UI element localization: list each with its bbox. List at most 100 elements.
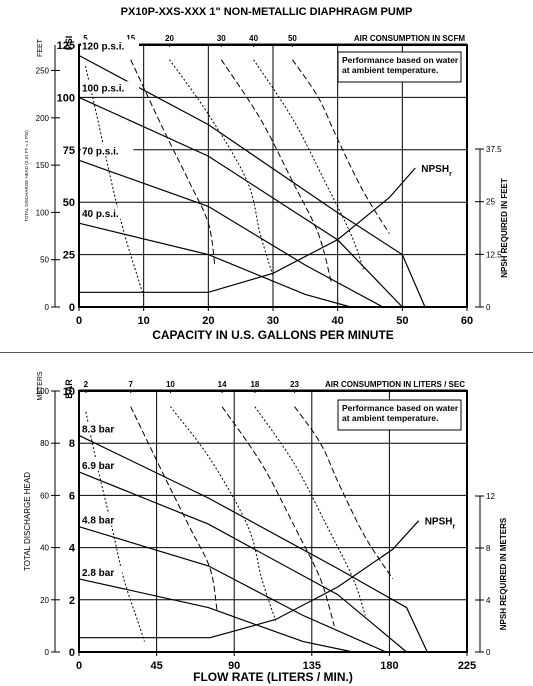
air-consumption-label: AIR CONSUMPTION IN LITERS / SEC — [325, 380, 465, 389]
x-tick-label: 20 — [202, 315, 214, 327]
air-consumption-curve — [85, 411, 145, 642]
npsh-curve — [79, 520, 420, 639]
x-axis-label: FLOW RATE (LITERS / MIN.) — [193, 670, 353, 684]
air-consumption-label: AIR CONSUMPTION IN SCFM — [354, 34, 465, 43]
pressure-label-bg — [81, 565, 123, 578]
plot-frame — [78, 390, 468, 653]
chart-divider — [0, 352, 533, 353]
air-consumption-curve — [294, 406, 394, 580]
pressure-curve-label: 2.8 bar — [82, 568, 114, 579]
outer-axis-unit: METERS — [37, 371, 44, 401]
x-tick-label: 90 — [228, 660, 240, 672]
left-axis-label: TOTAL DISCHARGE HEAD — [23, 472, 32, 571]
x-tick-label: 50 — [396, 315, 408, 327]
pressure-curve-label: 4.8 bar — [82, 516, 114, 527]
pressure-label-bg — [81, 39, 139, 52]
inner-tick-label: 0 — [69, 302, 75, 314]
air-tick-label: 10 — [166, 380, 175, 389]
note-box — [337, 399, 462, 431]
note-box — [337, 51, 462, 83]
inner-tick-label: 100 — [57, 92, 75, 104]
pressure-curve — [78, 222, 351, 308]
page-title: PX10P-XXS-XXX 1" NON-METALLIC DIAPHRAGM … — [120, 6, 413, 18]
outer-tick-label: 0 — [45, 303, 50, 312]
inner-axis-unit: BAR — [64, 379, 74, 399]
air-consumption-curve — [170, 406, 277, 621]
outer-tick-label: 250 — [36, 67, 50, 76]
x-tick-label: 40 — [332, 315, 344, 327]
outer-tick-label: 100 — [36, 387, 50, 396]
x-tick-label: 30 — [267, 315, 279, 327]
inner-tick-label: 6 — [69, 490, 75, 502]
inner-tick-label: 25 — [63, 250, 75, 262]
note-text: Performance based on water — [342, 403, 459, 413]
x-tick-label: 225 — [458, 660, 476, 672]
outer-tick-label: 40 — [40, 544, 49, 553]
air-consumption-curve — [254, 406, 366, 616]
x-tick-label: 60 — [461, 315, 473, 327]
right-tick-label: 0 — [486, 648, 491, 657]
right-tick-label: 8 — [486, 544, 491, 553]
note-text: at ambient temperature. — [342, 65, 438, 75]
air-tick-label: 30 — [217, 34, 226, 43]
pressure-label-bg — [81, 207, 134, 220]
inner-tick-label: 2 — [69, 595, 75, 607]
right-tick-label: 25 — [486, 198, 495, 207]
pressure-label-bg — [81, 458, 123, 471]
pressure-curve — [78, 471, 407, 653]
left-axis-label: TOTAL DISCHARGE HEAD (2.31 FT = 1 PSI) — [24, 130, 29, 222]
air-consumption-curve — [253, 59, 364, 270]
pressure-curve — [78, 159, 384, 308]
air-consumption-curve — [169, 59, 274, 276]
right-tick-label: 12 — [486, 492, 495, 501]
inner-tick-label: 50 — [63, 197, 75, 209]
air-consumption-curve — [130, 59, 216, 266]
inner-tick-label: 75 — [63, 145, 75, 157]
right-tick-label: 0 — [486, 303, 491, 312]
pressure-curve-label: 120 p.s.i. — [82, 41, 124, 52]
pressure-curve-label: 6.9 bar — [82, 461, 114, 472]
note-text: at ambient temperature. — [342, 413, 438, 423]
outer-tick-label: 0 — [45, 648, 50, 657]
x-tick-label: 0 — [76, 315, 82, 327]
npsh-curve — [79, 167, 416, 293]
outer-tick-label: 20 — [40, 596, 49, 605]
npsh-label: NPSHr — [421, 164, 452, 178]
x-tick-label: 0 — [76, 660, 82, 672]
inner-tick-label: 10 — [63, 386, 75, 398]
pressure-curve-label: 70 p.s.i. — [82, 146, 119, 157]
x-tick-label: 135 — [303, 660, 321, 672]
x-axis-label: CAPACITY IN U.S. GALLONS PER MINUTE — [152, 328, 394, 342]
right-axis-label: NPSH REQUIRED IN METERS — [499, 517, 508, 630]
pressure-curve-label: 100 p.s.i. — [82, 83, 124, 94]
pressure-curve — [78, 434, 428, 653]
air-tick-label: 14 — [218, 380, 227, 389]
outer-axis-unit: FEET — [37, 38, 44, 57]
air-consumption-curve — [291, 59, 390, 234]
air-tick-label: 15 — [126, 34, 135, 43]
inner-tick-label: 125 — [57, 40, 75, 52]
air-tick-label: 7 — [129, 380, 134, 389]
air-consumption-curve — [221, 406, 335, 627]
air-consumption-curve — [130, 406, 218, 611]
outer-tick-label: 80 — [40, 439, 49, 448]
air-tick-label: 20 — [165, 34, 174, 43]
pressure-label-bg — [81, 513, 123, 526]
outer-tick-label: 150 — [36, 161, 50, 170]
x-tick-label: 10 — [138, 315, 150, 327]
air-tick-label: 2 — [84, 380, 89, 389]
air-tick-label: 18 — [250, 380, 259, 389]
air-tick-label: 5 — [83, 34, 88, 43]
air-tick-label: 40 — [249, 34, 258, 43]
air-consumption-curve — [85, 65, 145, 297]
pressure-curve-label: 40 p.s.i. — [82, 209, 119, 220]
pressure-curve — [78, 96, 403, 308]
inner-tick-label: 8 — [69, 438, 75, 450]
right-axis-label: NPSH REQUIRED IN FEET — [500, 178, 509, 278]
outer-tick-label: 50 — [40, 256, 49, 265]
pressure-label-bg — [81, 144, 134, 157]
inner-tick-label: 0 — [69, 647, 75, 659]
pressure-label-bg — [81, 81, 139, 94]
